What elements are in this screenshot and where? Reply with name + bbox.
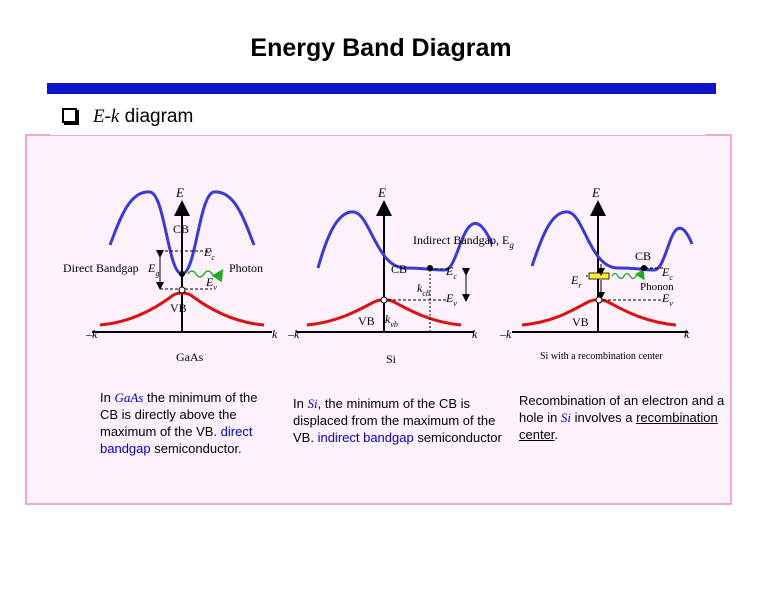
si-rc-e-label: E xyxy=(591,185,600,200)
si-kvb-label: kvb xyxy=(385,312,398,329)
gaas-k-label: k xyxy=(272,327,278,341)
si-electron xyxy=(427,265,433,271)
gaas-diagram: E CB VB Ec Ev Eg Direct Bandgap Photon –… xyxy=(63,185,278,364)
si-rc-ec-label: Ec xyxy=(661,265,673,282)
si-ev-label: Ev xyxy=(445,291,457,308)
gaas-hole xyxy=(178,286,186,294)
panel-top-band xyxy=(50,127,705,135)
si-rc-phonon-wave xyxy=(611,268,645,281)
si-cb-curve xyxy=(316,210,494,272)
si-rc-k-label: k xyxy=(684,327,690,341)
si-vb-label: VB xyxy=(358,314,375,328)
si-caption: Si xyxy=(386,352,397,366)
title-underline-bar xyxy=(47,83,716,94)
si-rc-recombination-center xyxy=(588,272,610,280)
si-e-label: E xyxy=(377,185,386,200)
si-k-label: k xyxy=(472,327,478,341)
gaas-electron xyxy=(179,271,185,277)
section-heading: E-k diagram xyxy=(62,106,193,128)
gaas-eg-label: Eg xyxy=(147,261,159,278)
si-rc-er-label: Er xyxy=(570,273,582,290)
si-description: In Si, the minimum of the CB is displace… xyxy=(293,396,502,445)
si-hole xyxy=(380,296,388,304)
si-cb-label: CB xyxy=(391,262,407,276)
si-rc-cb-curve xyxy=(530,210,694,272)
si-rc-cb-label: CB xyxy=(635,249,651,263)
gaas-ec-label: Ec xyxy=(203,245,215,262)
gaas-photon-label: Photon xyxy=(229,261,263,275)
recombination-description: Recombination of an electron and a hole … xyxy=(519,393,725,442)
gaas-caption: GaAs xyxy=(176,350,204,364)
si-rc-caption: Si with a recombination center xyxy=(540,351,663,362)
gaas-description: In GaAs the minimum of the CB is directl… xyxy=(100,390,258,456)
gaas-neg-k-label: –k xyxy=(85,327,98,341)
si-diagram: E CB VB Indirect Bandgap, Eg Ec Ev kcb k… xyxy=(287,185,514,366)
si-rc-phonon-label: Phonon xyxy=(640,281,674,293)
si-rc-ev-label: Ev xyxy=(661,291,673,308)
si-indirect-bandgap-label: Indirect Bandgap, Eg xyxy=(413,233,514,250)
gaas-cb-label: CB xyxy=(173,222,189,236)
si-kcb-label: kcb xyxy=(417,281,430,298)
si-rc-vb-label: VB xyxy=(572,315,589,329)
content-panel xyxy=(25,134,732,505)
si-rc-diagram: E CB VB Er Ec Phonon Ev –k k Si with a r… xyxy=(499,185,694,362)
gaas-direct-bandgap-label: Direct Bandgap xyxy=(63,261,139,275)
si-rc-electron xyxy=(641,265,647,271)
gaas-e-label: E xyxy=(175,185,184,200)
heading-variable: E-k xyxy=(93,106,120,127)
slide-title: Energy Band Diagram xyxy=(250,34,512,62)
checkbox-bullet-icon xyxy=(62,108,77,123)
heading-text: diagram xyxy=(124,106,194,127)
si-ec-label: Ec xyxy=(445,264,457,281)
si-rc-hole xyxy=(595,296,603,304)
gaas-ev-label: Ev xyxy=(205,275,217,292)
gaas-vb-label: VB xyxy=(170,301,187,315)
si-rc-neg-k-label: –k xyxy=(499,327,512,341)
si-neg-k-label: –k xyxy=(287,327,300,341)
gaas-photon-wave xyxy=(187,269,224,283)
